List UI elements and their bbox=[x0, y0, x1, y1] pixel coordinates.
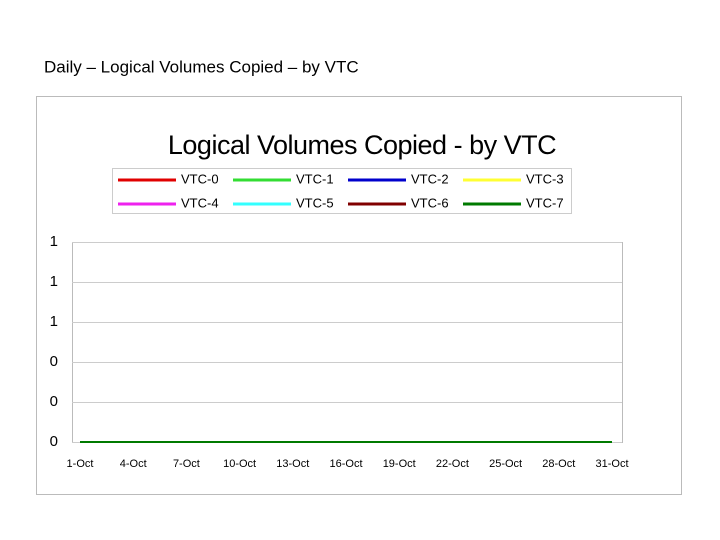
x-tick-label: 10-Oct bbox=[223, 458, 256, 470]
page-title: Daily – Logical Volumes Copied – by VTC bbox=[44, 57, 359, 76]
x-tick-label: 13-Oct bbox=[276, 458, 309, 470]
legend-label: VTC-4 bbox=[181, 195, 219, 210]
y-tick-label: 0 bbox=[50, 393, 58, 410]
y-tick-label: 0 bbox=[50, 433, 58, 450]
x-tick-label: 19-Oct bbox=[383, 458, 416, 470]
y-tick-label: 1 bbox=[50, 313, 58, 330]
legend-label: VTC-0 bbox=[181, 171, 219, 186]
y-tick-label: 1 bbox=[50, 273, 58, 290]
x-tick-label: 28-Oct bbox=[542, 458, 575, 470]
x-tick-label: 16-Oct bbox=[329, 458, 362, 470]
x-tick-label: 4-Oct bbox=[120, 458, 147, 470]
legend-label: VTC-7 bbox=[526, 195, 564, 210]
plot-area bbox=[72, 242, 623, 443]
x-tick-label: 31-Oct bbox=[595, 458, 628, 470]
y-tick-label: 1 bbox=[50, 233, 58, 250]
legend-box bbox=[112, 168, 572, 214]
x-tick-label: 7-Oct bbox=[173, 458, 200, 470]
chart-title: Logical Volumes Copied - by VTC bbox=[168, 130, 556, 160]
legend-label: VTC-6 bbox=[411, 195, 449, 210]
x-tick-label: 22-Oct bbox=[436, 458, 469, 470]
x-tick-label: 25-Oct bbox=[489, 458, 522, 470]
legend-label: VTC-3 bbox=[526, 171, 564, 186]
y-tick-label: 0 bbox=[50, 353, 58, 370]
legend-label: VTC-2 bbox=[411, 171, 449, 186]
legend-label: VTC-1 bbox=[296, 171, 334, 186]
legend-label: VTC-5 bbox=[296, 195, 334, 210]
x-tick-label: 1-Oct bbox=[67, 458, 94, 470]
